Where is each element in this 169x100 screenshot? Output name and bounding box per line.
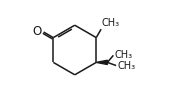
Text: CH₃: CH₃ [117,61,135,71]
Text: CH₃: CH₃ [101,18,119,28]
Polygon shape [96,60,107,64]
Text: CH₃: CH₃ [114,50,132,60]
Text: O: O [32,25,41,38]
